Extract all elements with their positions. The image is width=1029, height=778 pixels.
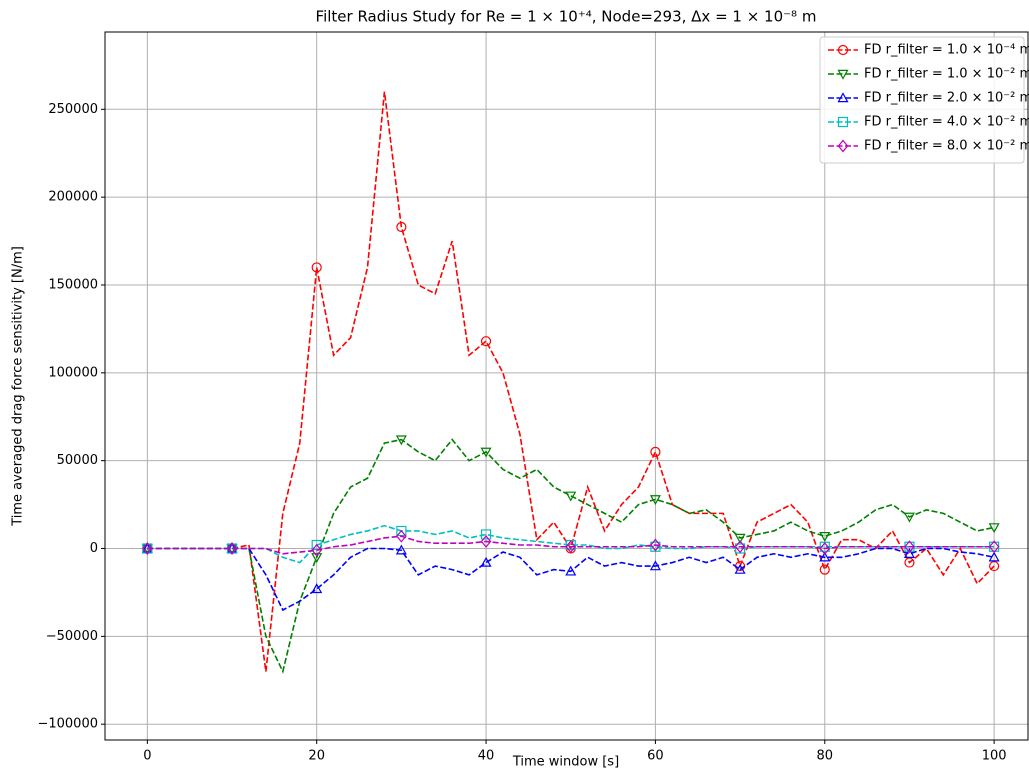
marker — [988, 551, 1000, 562]
marker — [903, 548, 915, 558]
marker — [565, 491, 577, 502]
x-tick-label: 100 — [982, 749, 1007, 764]
marker — [734, 540, 746, 554]
marker — [904, 540, 915, 554]
marker — [565, 540, 577, 554]
series-line — [147, 438, 995, 674]
marker — [903, 512, 915, 523]
x-tick-label: 40 — [478, 749, 495, 764]
marker — [649, 495, 661, 506]
chart-title: Filter Radius Study for Re = 1 × 10⁺⁴, N… — [316, 8, 817, 26]
marker — [649, 560, 661, 571]
marker — [396, 529, 407, 543]
marker — [837, 139, 849, 153]
marker — [480, 529, 492, 540]
marker — [650, 446, 661, 457]
marker — [819, 542, 831, 555]
marker — [650, 538, 661, 552]
marker — [395, 435, 407, 446]
marker — [565, 565, 577, 576]
marker — [311, 543, 322, 557]
marker — [819, 564, 830, 575]
series-line — [147, 91, 995, 672]
x-tick-label: 80 — [816, 749, 833, 764]
legend-label: FD r_filter = 4.0 × 10⁻² m — [864, 115, 1029, 130]
legend-box — [819, 36, 1025, 164]
series-line — [147, 535, 995, 555]
marker — [819, 551, 831, 562]
marker — [819, 532, 831, 542]
marker — [988, 540, 1000, 554]
marker — [734, 563, 746, 574]
y-tick-label: 50000 — [57, 453, 98, 468]
plot-area — [141, 91, 1000, 674]
y-axis-label: Time averaged drag force sensitivity [N/… — [11, 246, 26, 527]
marker — [311, 553, 323, 564]
marker — [904, 557, 915, 568]
marker — [837, 116, 849, 128]
marker — [480, 556, 492, 567]
marker — [142, 542, 153, 555]
y-tick-label: 250000 — [48, 102, 98, 117]
marker — [988, 523, 1000, 534]
marker — [395, 544, 407, 555]
y-tick-label: −100000 — [37, 717, 98, 732]
marker — [480, 535, 492, 548]
marker — [480, 336, 492, 347]
legend-label: FD r_filter = 1.0 × 10⁻² m — [864, 67, 1029, 82]
marker — [226, 542, 238, 555]
x-tick-label: 60 — [647, 749, 664, 764]
marker — [311, 262, 322, 273]
x-axis-label: Time window [s] — [512, 755, 619, 770]
y-tick-label: −50000 — [46, 629, 98, 644]
y-tick-label: 100000 — [48, 365, 98, 380]
y-tick-label: 150000 — [48, 277, 98, 292]
legend-label: FD r_filter = 1.0 × 10⁻⁴ m — [864, 43, 1029, 58]
legend-label: FD r_filter = 2.0 × 10⁻² m — [864, 91, 1029, 106]
series-line — [147, 547, 995, 612]
marker — [989, 560, 1000, 572]
y-tick-label: 0 — [90, 541, 98, 556]
marker — [837, 92, 849, 103]
marker — [734, 533, 746, 544]
marker — [480, 447, 492, 458]
marker — [837, 69, 849, 80]
legend-label: FD r_filter = 8.0 × 10⁻² m — [864, 139, 1029, 154]
x-tick-label: 20 — [308, 749, 325, 764]
y-tick-label: 200000 — [48, 190, 98, 205]
axes-frame — [104, 31, 1029, 741]
marker — [396, 221, 407, 233]
x-tick-label: 0 — [143, 749, 151, 764]
marker — [311, 583, 323, 594]
marker — [837, 44, 849, 56]
